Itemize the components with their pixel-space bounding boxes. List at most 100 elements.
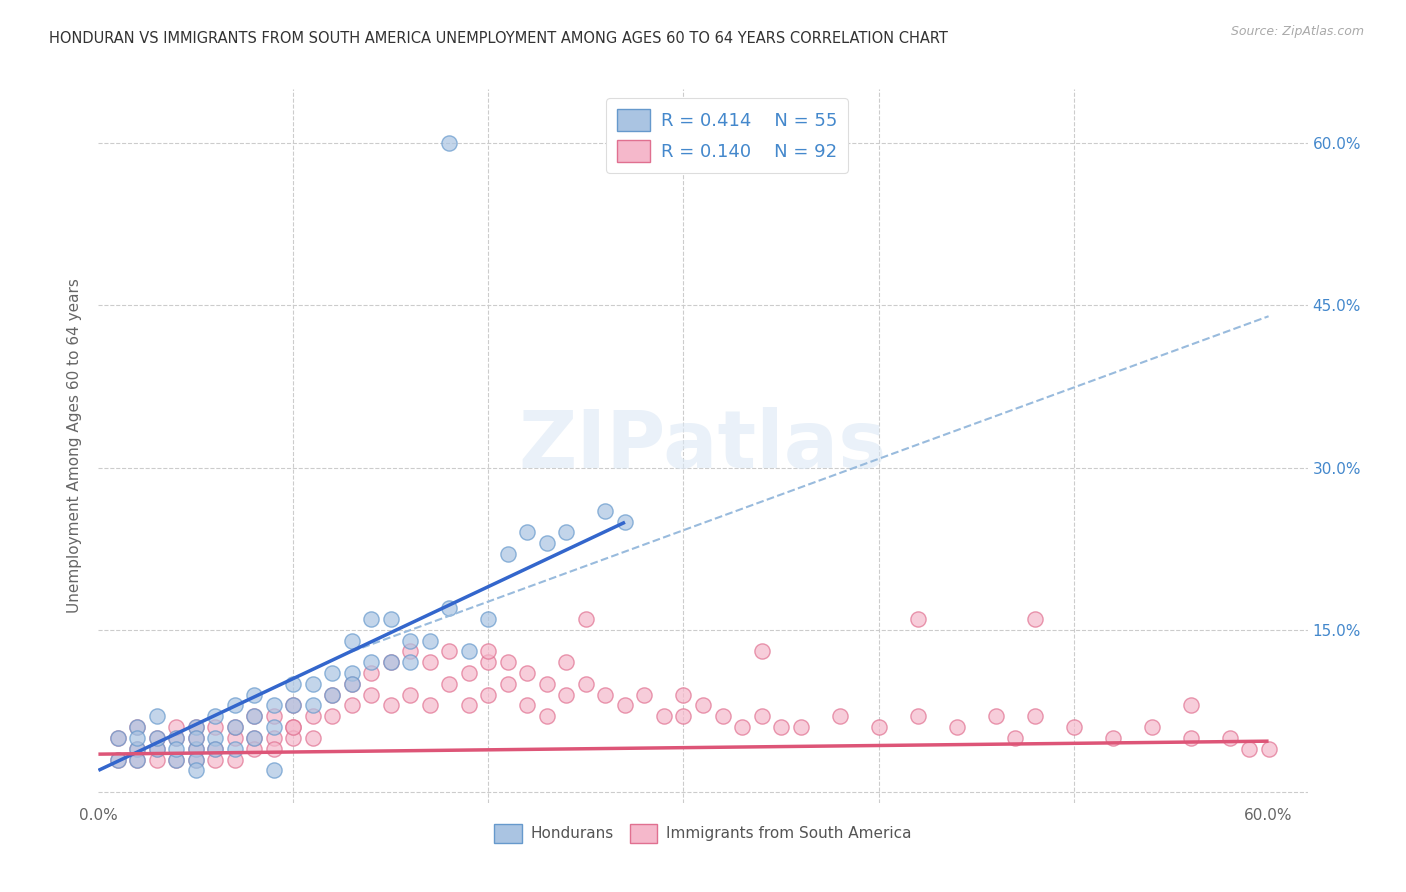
Point [575,612,598,626]
Point [107,753,129,767]
Point [165,731,187,745]
Point [184,741,207,756]
Point [243,709,266,723]
Point [477,688,499,702]
Point [243,731,266,745]
Point [146,731,169,745]
Point [439,644,461,658]
Point [399,644,422,658]
Point [263,764,285,778]
Point [380,612,402,626]
Point [1140,720,1163,734]
Point [263,731,285,745]
Text: HONDURAN VS IMMIGRANTS FROM SOUTH AMERICA UNEMPLOYMENT AMONG AGES 60 TO 64 YEARS: HONDURAN VS IMMIGRANTS FROM SOUTH AMERIC… [49,31,948,46]
Point [1219,731,1241,745]
Point [360,655,382,669]
Point [380,655,402,669]
Point [127,741,149,756]
Point [146,741,169,756]
Point [321,709,343,723]
Point [107,731,129,745]
Point [477,655,499,669]
Point [283,677,305,691]
Point [165,720,187,734]
Point [263,698,285,713]
Point [302,677,325,691]
Point [321,688,343,702]
Point [1024,709,1046,723]
Point [127,741,149,756]
Point [184,720,207,734]
Point [595,688,617,702]
Point [243,688,266,702]
Point [614,698,637,713]
Point [107,731,129,745]
Point [302,731,325,745]
Point [146,741,169,756]
Point [751,709,773,723]
Point [302,709,325,723]
Point [516,666,538,681]
Point [321,666,343,681]
Point [458,698,481,713]
Point [555,525,578,540]
Point [1063,720,1085,734]
Point [340,666,363,681]
Point [127,720,149,734]
Point [146,731,169,745]
Point [204,731,226,745]
Point [536,536,558,550]
Point [283,731,305,745]
Point [165,753,187,767]
Point [224,741,246,756]
Point [243,709,266,723]
Point [516,698,538,713]
Point [555,688,578,702]
Point [769,720,792,734]
Point [165,753,187,767]
Point [496,655,519,669]
Point [107,753,129,767]
Point [340,677,363,691]
Point [439,136,461,151]
Legend: Hondurans, Immigrants from South America: Hondurans, Immigrants from South America [488,818,918,848]
Point [146,753,169,767]
Point [399,655,422,669]
Point [711,709,734,723]
Point [243,741,266,756]
Point [283,698,305,713]
Point [907,612,929,626]
Point [1180,698,1202,713]
Point [204,720,226,734]
Point [380,698,402,713]
Point [184,720,207,734]
Point [184,731,207,745]
Point [360,612,382,626]
Point [536,677,558,691]
Point [360,688,382,702]
Point [419,655,441,669]
Point [283,720,305,734]
Point [1257,741,1279,756]
Point [496,677,519,691]
Y-axis label: Unemployment Among Ages 60 to 64 years: Unemployment Among Ages 60 to 64 years [67,278,83,614]
Point [224,720,246,734]
Point [458,644,481,658]
Point [458,666,481,681]
Point [204,709,226,723]
Point [516,525,538,540]
Point [127,753,149,767]
Point [1024,612,1046,626]
Point [399,688,422,702]
Point [945,720,967,734]
Point [614,515,637,529]
Text: ZIPatlas: ZIPatlas [519,407,887,485]
Point [419,633,441,648]
Point [184,731,207,745]
Point [692,698,714,713]
Point [633,688,655,702]
Point [127,731,149,745]
Point [204,741,226,756]
Point [283,698,305,713]
Point [224,753,246,767]
